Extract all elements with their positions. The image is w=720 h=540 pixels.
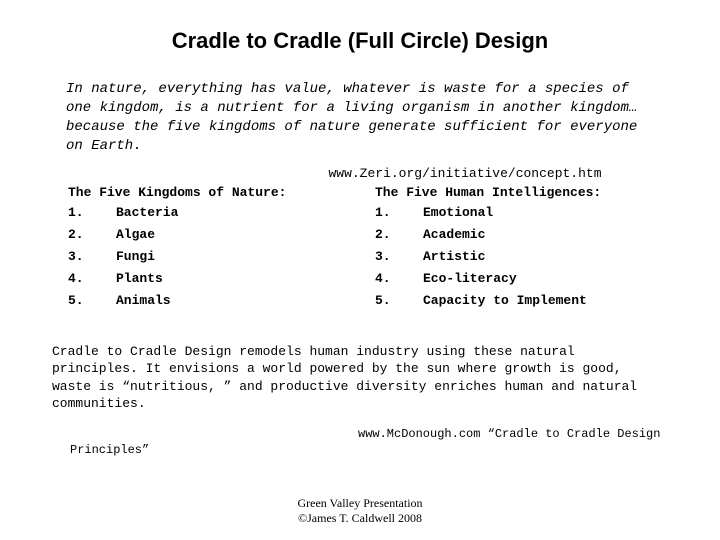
kingdoms-column: The Five Kingdoms of Nature: 1.Bacteria … (68, 185, 345, 315)
list-label: Eco-literacy (423, 271, 652, 286)
list-label: Emotional (423, 205, 652, 220)
footer-line-1: Green Valley Presentation (0, 496, 720, 511)
source-url-mcdonough-tail: Principles” (70, 443, 672, 457)
list-item: 3.Fungi (68, 249, 345, 264)
intelligences-heading: The Five Human Intelligences: (375, 185, 652, 200)
body-paragraph: Cradle to Cradle Design remodels human i… (52, 343, 668, 413)
list-label: Fungi (116, 249, 345, 264)
list-number: 2. (375, 227, 423, 242)
list-label: Plants (116, 271, 345, 286)
list-item: 1.Emotional (375, 205, 652, 220)
list-number: 3. (68, 249, 116, 264)
footer-line-2: ©James T. Caldwell 2008 (0, 511, 720, 526)
kingdoms-heading: The Five Kingdoms of Nature: (68, 185, 345, 200)
list-item: 3.Artistic (375, 249, 652, 264)
intelligences-column: The Five Human Intelligences: 1.Emotiona… (375, 185, 652, 315)
page-title: Cradle to Cradle (Full Circle) Design (88, 28, 632, 54)
list-item: 4.Plants (68, 271, 345, 286)
list-number: 5. (68, 293, 116, 308)
list-number: 4. (68, 271, 116, 286)
footer: Green Valley Presentation ©James T. Cald… (0, 496, 720, 526)
list-number: 2. (68, 227, 116, 242)
list-item: 2.Algae (68, 227, 345, 242)
list-number: 1. (375, 205, 423, 220)
list-label: Artistic (423, 249, 652, 264)
intro-quote: In nature, everything has value, whateve… (66, 80, 654, 156)
source-url-mcdonough: www.McDonough.com “Cradle to Cradle Desi… (358, 427, 672, 441)
source-url-zeri: www.Zeri.org/initiative/concept.htm (258, 166, 672, 181)
list-item: 2.Academic (375, 227, 652, 242)
list-item: 4.Eco-literacy (375, 271, 652, 286)
list-label: Animals (116, 293, 345, 308)
list-label: Algae (116, 227, 345, 242)
list-item: 1.Bacteria (68, 205, 345, 220)
list-number: 5. (375, 293, 423, 308)
list-number: 4. (375, 271, 423, 286)
list-label: Academic (423, 227, 652, 242)
list-label: Bacteria (116, 205, 345, 220)
list-number: 3. (375, 249, 423, 264)
list-item: 5.Animals (68, 293, 345, 308)
list-item: 5.Capacity to Implement (375, 293, 652, 308)
two-columns: The Five Kingdoms of Nature: 1.Bacteria … (68, 185, 652, 315)
list-number: 1. (68, 205, 116, 220)
list-label: Capacity to Implement (423, 293, 652, 308)
